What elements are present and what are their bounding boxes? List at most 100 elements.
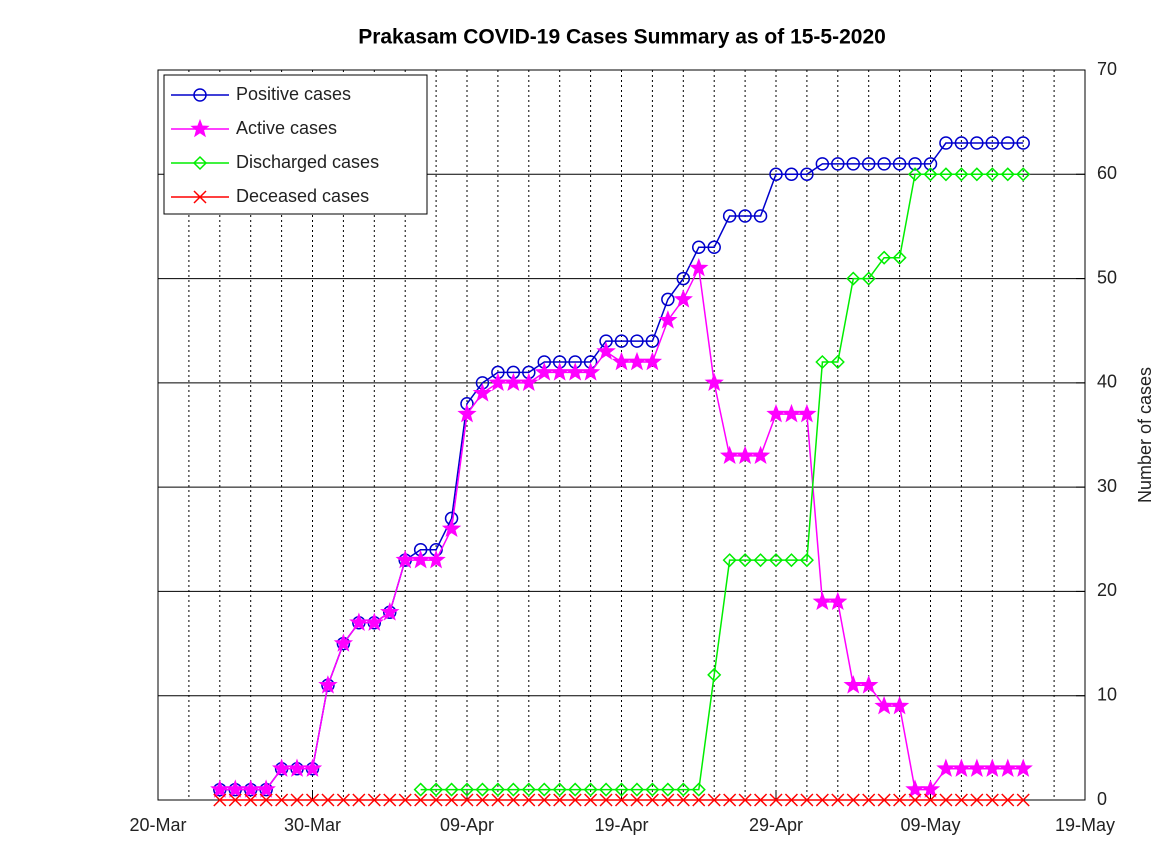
marker [645,793,659,807]
marker [815,157,830,171]
marker [244,793,258,807]
marker [584,793,598,807]
marker [552,782,567,797]
marker [630,334,644,348]
marker [970,136,984,150]
marker [410,549,431,569]
marker [828,591,848,611]
marker [735,445,755,465]
marker [333,633,354,652]
legend: Positive cases Active cases Discharged cas… [163,74,428,215]
marker [982,758,1002,777]
marker [846,157,860,171]
marker [738,209,752,223]
marker [707,667,722,682]
marker [225,779,245,798]
marker [954,136,969,150]
marker [815,793,829,807]
marker [1001,793,1015,807]
marker [457,403,477,423]
x-tick-label: 19-Apr [594,815,648,835]
marker [954,793,968,807]
marker [193,88,207,102]
marker [599,793,613,807]
marker [843,675,863,694]
marker [877,157,891,171]
marker [645,334,660,348]
y-axis-label: Number of cases [1135,367,1155,503]
marker [475,782,490,797]
marker [985,136,1000,150]
marker [939,136,953,150]
marker [192,155,208,171]
marker [645,782,660,797]
y-tick-label: 20 [1097,580,1117,600]
marker [905,779,925,798]
marker [908,793,922,807]
y-tick-label: 70 [1097,59,1117,79]
marker [395,549,415,569]
marker [537,793,551,807]
marker [998,758,1018,777]
marker [228,793,242,807]
marker [859,675,879,694]
marker [892,250,907,265]
marker [472,383,493,402]
marker [614,334,629,348]
marker [660,782,675,797]
marker [723,793,737,807]
marker [661,292,675,307]
marker [318,675,338,694]
marker [784,167,799,182]
chart-title: Prakasam COVID-19 Cases Summary as of 15… [358,26,886,49]
marker [522,793,536,807]
marker [475,793,489,807]
marker [565,362,585,381]
marker [271,758,292,777]
marker [352,793,366,807]
marker [951,758,972,777]
x-tick-label: 20-Mar [129,815,186,835]
marker [210,779,230,798]
legend-label: Active cases [236,118,337,138]
marker [689,257,709,277]
marker [349,612,369,631]
marker [754,793,768,807]
marker [1001,136,1015,150]
marker [259,793,273,807]
marker [614,782,629,797]
marker [768,553,784,568]
marker [460,793,474,807]
marker [1016,793,1030,807]
marker [892,157,907,171]
marker [642,351,663,371]
marker [846,271,861,286]
marker [784,553,799,568]
marker [568,782,583,797]
marker [568,793,582,807]
y-tick-label: 10 [1097,684,1117,704]
y-tick-label: 50 [1097,267,1117,287]
marker [290,793,304,807]
marker [800,793,814,807]
marker [629,782,645,797]
marker [241,779,261,798]
marker [939,793,953,807]
marker [302,758,323,777]
y-tick-label: 0 [1097,789,1107,809]
marker [846,793,860,807]
marker [676,782,691,797]
marker [193,190,207,204]
marker [580,362,601,381]
marker [598,782,614,797]
marker [766,403,786,423]
marker [907,167,923,182]
marker [861,271,876,286]
marker [441,518,462,538]
marker [413,782,428,797]
marker [256,779,276,798]
marker [738,553,753,568]
marker [692,793,706,807]
marker [923,793,938,807]
